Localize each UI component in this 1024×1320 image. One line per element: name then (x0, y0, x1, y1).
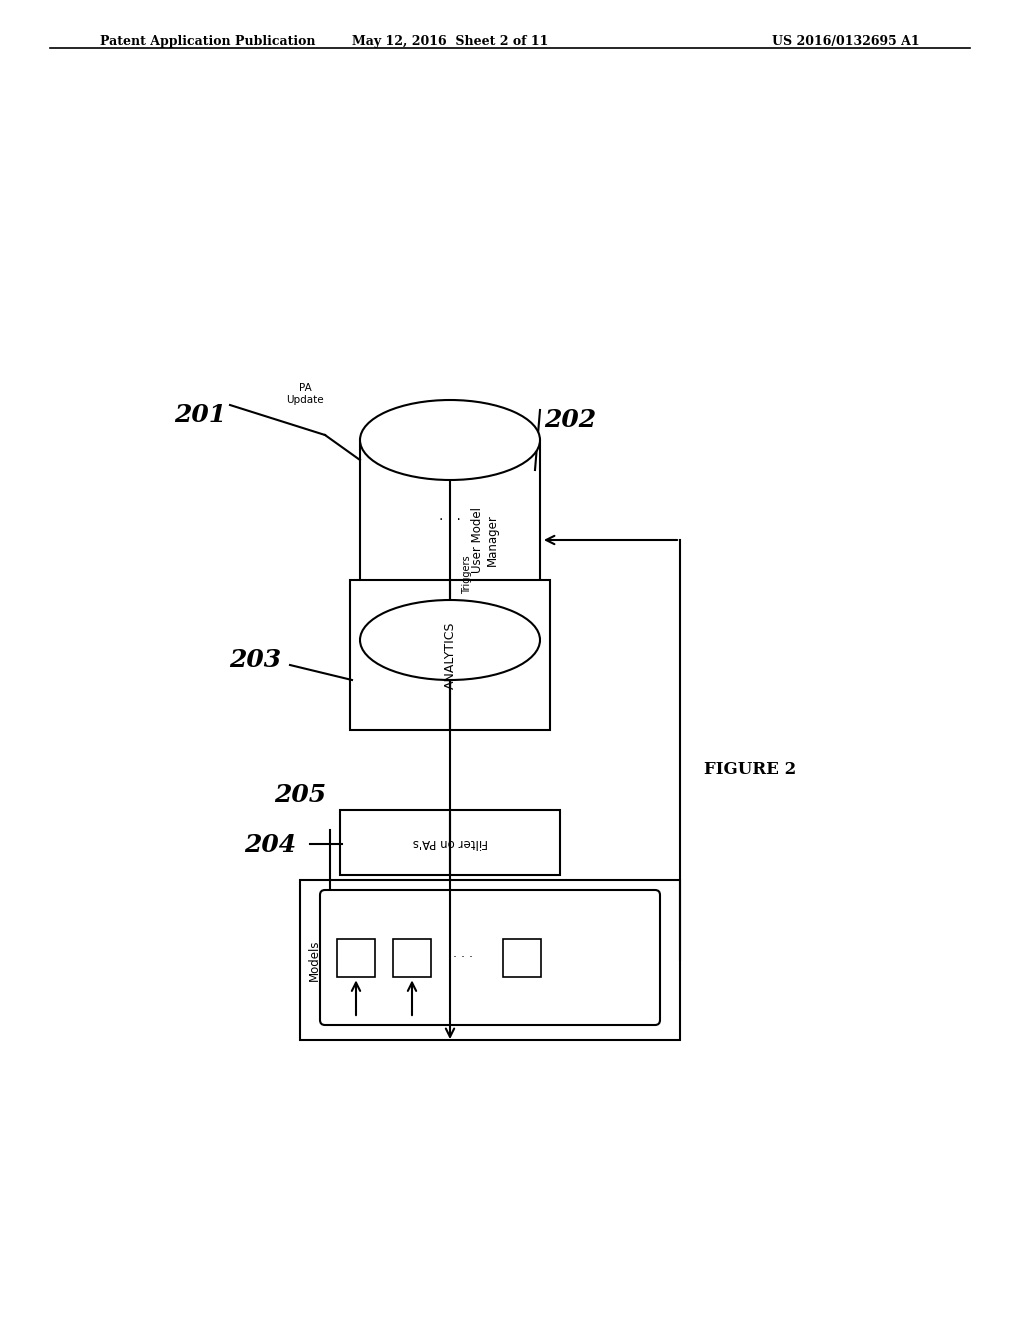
Text: 201: 201 (174, 403, 226, 426)
Bar (360, 440, 540, 640)
Bar (503, 939, 541, 977)
Text: US 2016/0132695 A1: US 2016/0132695 A1 (772, 36, 920, 48)
Text: 202: 202 (544, 408, 596, 432)
Text: Filter on PA's: Filter on PA's (413, 836, 487, 849)
Text: May 12, 2016  Sheet 2 of 11: May 12, 2016 Sheet 2 of 11 (352, 36, 548, 48)
Ellipse shape (360, 601, 540, 680)
Text: · · ·: · · · (439, 513, 461, 527)
Text: Patent Application Publication: Patent Application Publication (100, 36, 315, 48)
Bar (350, 579, 550, 730)
Text: Models: Models (307, 940, 321, 981)
Text: User Model
Manager: User Model Manager (471, 507, 499, 573)
Text: PA
Update: PA Update (286, 383, 324, 405)
Ellipse shape (360, 400, 540, 480)
FancyBboxPatch shape (319, 890, 660, 1026)
Text: FIGURE 2: FIGURE 2 (703, 762, 796, 779)
Text: 205: 205 (274, 783, 326, 807)
Bar (337, 939, 375, 977)
Bar (340, 810, 560, 875)
Bar (300, 880, 680, 1040)
Text: ANALYTICS: ANALYTICS (443, 622, 457, 689)
Bar (393, 939, 431, 977)
Text: Triggers: Triggers (462, 556, 472, 594)
Text: 203: 203 (229, 648, 281, 672)
Text: 204: 204 (244, 833, 296, 857)
Text: · · ·: · · · (453, 950, 473, 964)
